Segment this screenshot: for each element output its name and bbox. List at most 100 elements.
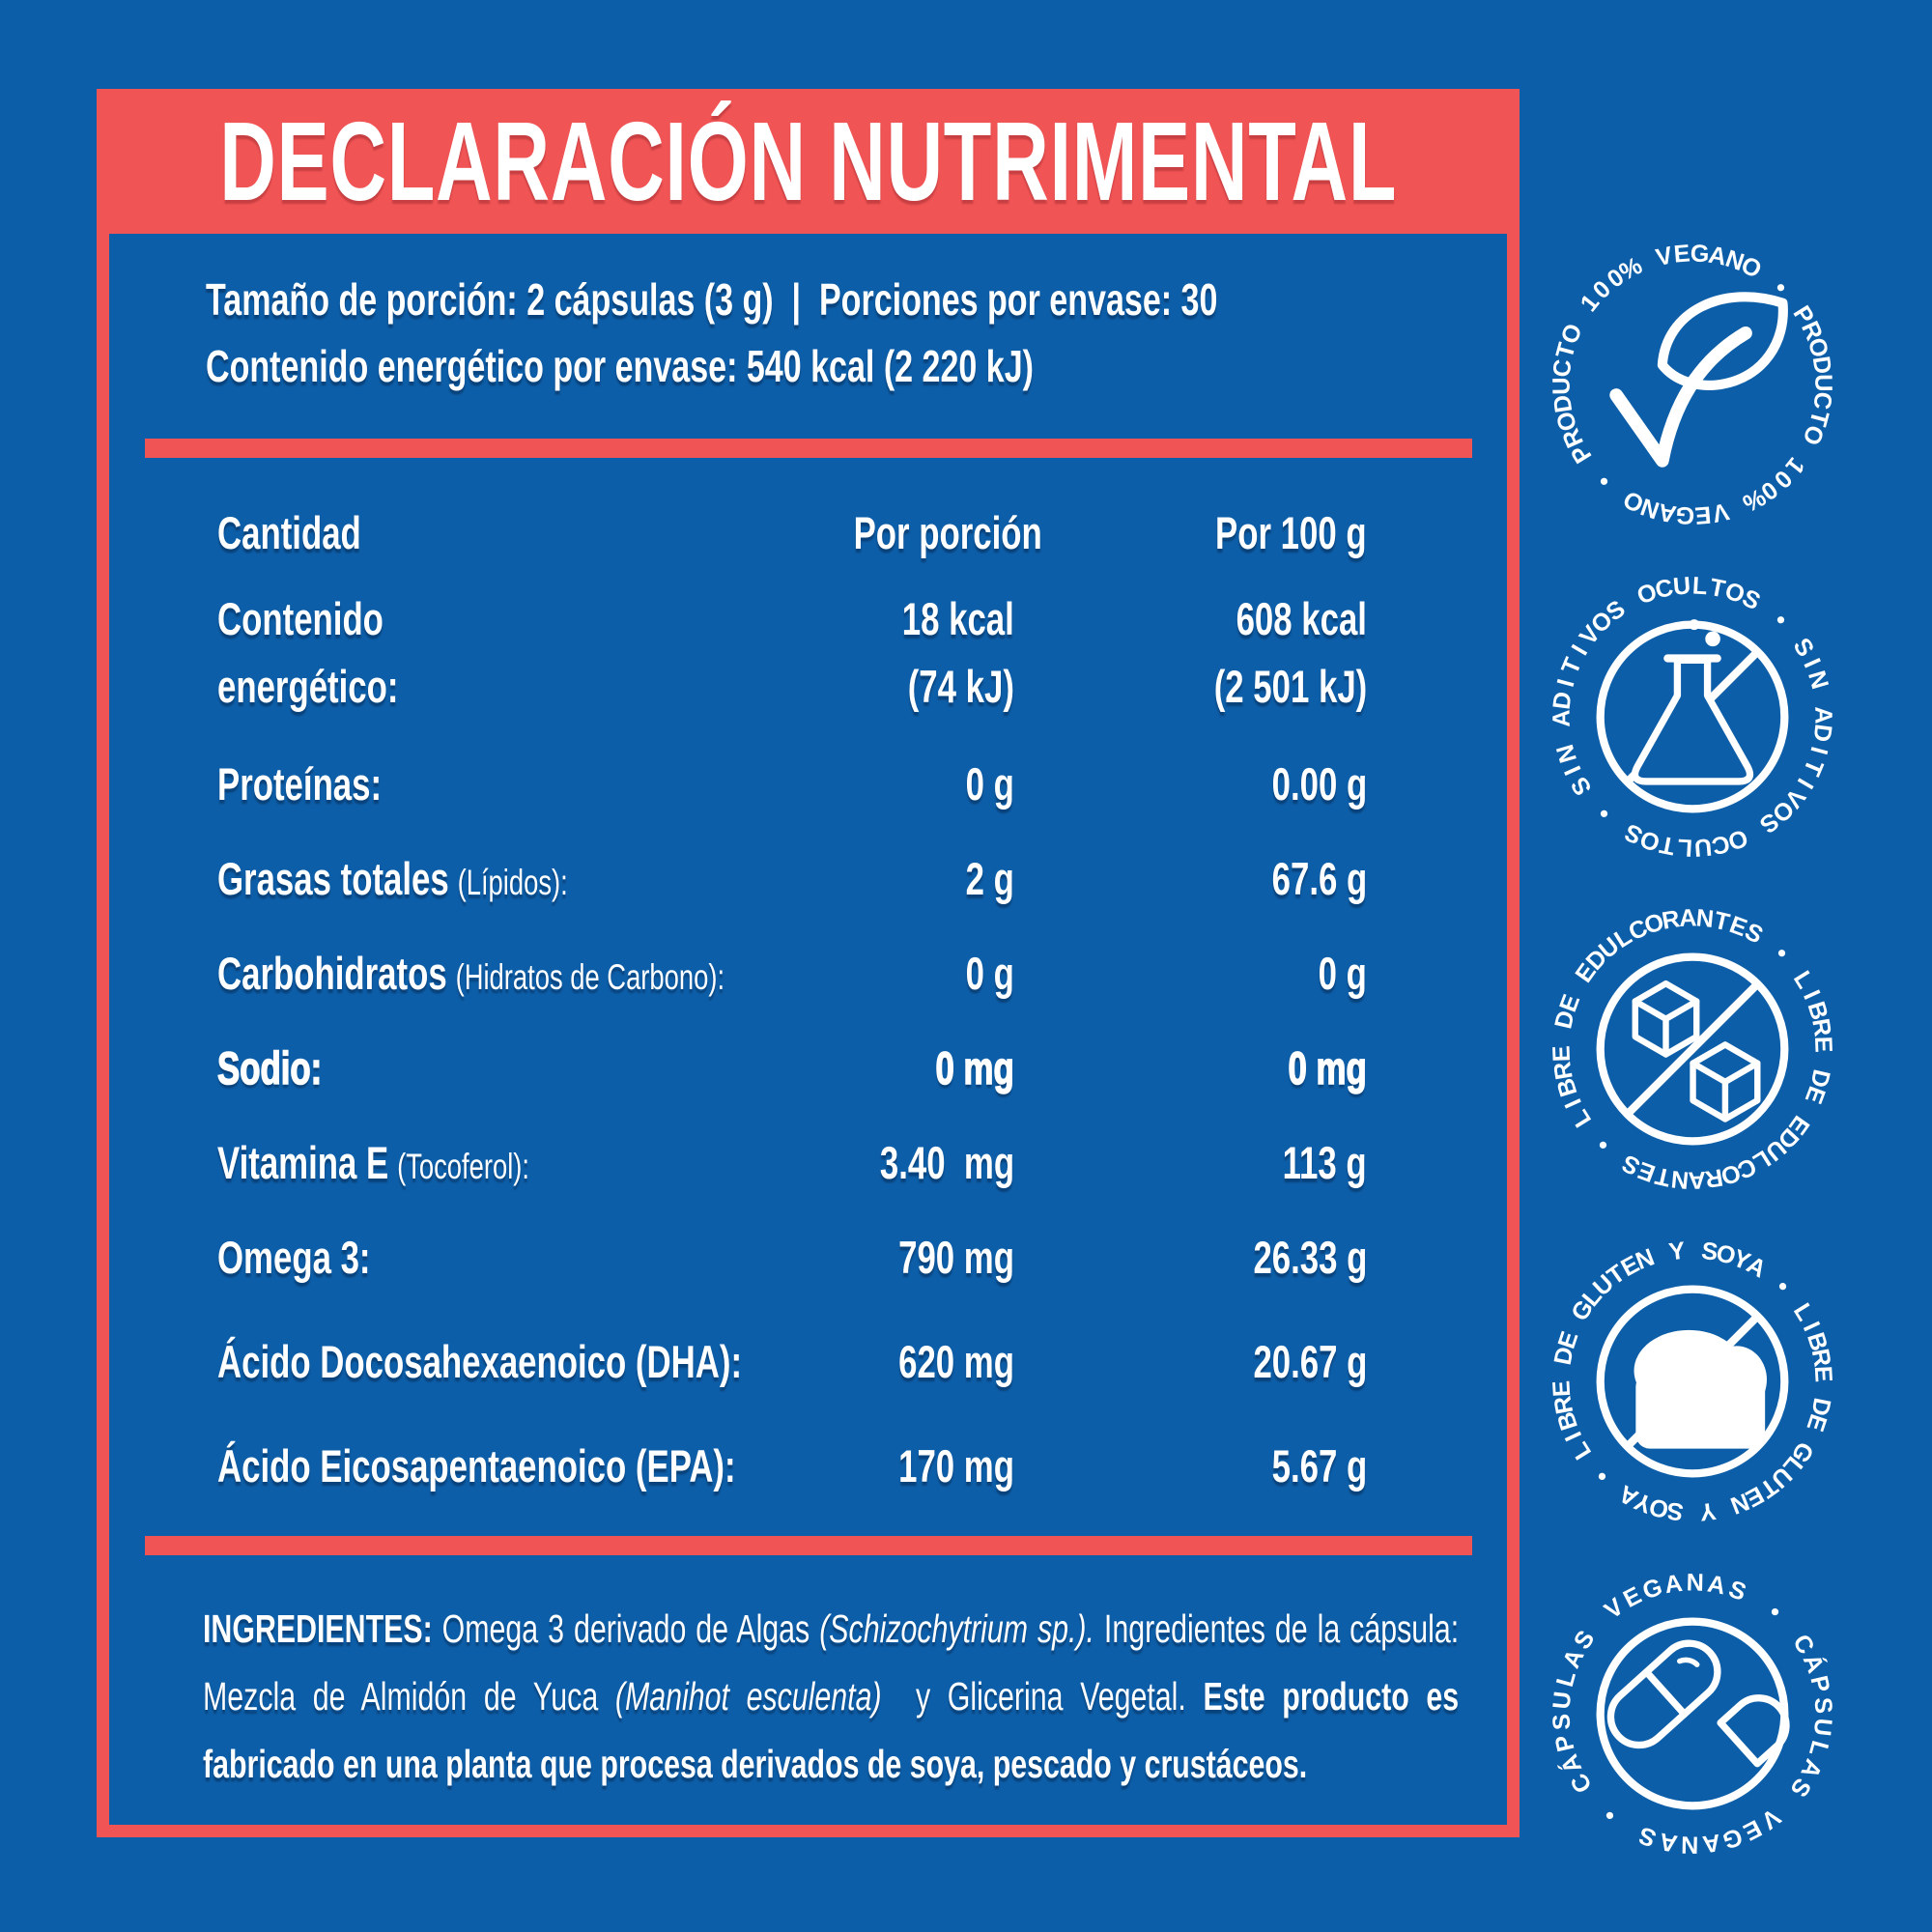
- row-per100-value: 5.67 g: [1271, 1439, 1367, 1492]
- svg-text:T: T: [1798, 755, 1829, 781]
- svg-text:T: T: [1708, 574, 1728, 604]
- title-banner: DECLARACIÓN NUTRIMENTAL: [97, 89, 1520, 234]
- svg-text:A: A: [1662, 1570, 1684, 1599]
- svg-text:S: S: [1725, 1576, 1749, 1606]
- nutrition-table: Cantidad Por porción Por 100 g Contenido…: [216, 495, 1367, 1513]
- divider-bottom: [145, 1536, 1472, 1555]
- svg-text:L: L: [1551, 1668, 1581, 1690]
- svg-text:A: A: [1688, 1166, 1706, 1194]
- svg-text:C: C: [1709, 830, 1732, 860]
- energy-label-line1: Contenido: [217, 593, 384, 644]
- ingredients-text: y Glicerina Vegetal.: [881, 1674, 1204, 1719]
- row-portion-value: 170 mg: [898, 1439, 1014, 1492]
- svg-text:I: I: [1804, 744, 1833, 757]
- svg-text:•: •: [1598, 1803, 1621, 1829]
- row-per100-value: 20.67 g: [1253, 1335, 1367, 1387]
- svg-text:C: C: [1807, 390, 1836, 412]
- svg-text:D: D: [1807, 355, 1836, 376]
- energy-per100-kcal: 608 kcal: [1236, 593, 1367, 644]
- ingredients-text: Omega 3 derivado de Algas: [441, 1606, 820, 1651]
- row-label-note: [322, 1052, 330, 1092]
- svg-text:A: A: [1809, 706, 1836, 724]
- table-row-vitamin-e: Vitamina E (Tocoferol): 3.40 mg 113 g: [217, 1115, 1367, 1209]
- svg-text:P: P: [1804, 1673, 1834, 1695]
- svg-text:S: S: [1700, 1237, 1719, 1266]
- svg-text:U: U: [1548, 1690, 1577, 1711]
- svg-text:E: E: [1548, 1045, 1576, 1063]
- svg-text:D: D: [1548, 690, 1577, 711]
- table-row-dha: Ácido Docosahexaenoico (DHA): 620 mg 20.…: [217, 1314, 1367, 1408]
- row-per100-value: 0.00 g: [1271, 757, 1367, 810]
- svg-text:R: R: [1703, 1163, 1725, 1193]
- header-per-100g: Por 100 g: [1215, 506, 1367, 558]
- divider-top: [145, 439, 1472, 458]
- row-per100-value: 67.6 g: [1271, 852, 1367, 904]
- serving-info: Tamaño de porción: 2 cápsulas (3 g) | Po…: [206, 267, 1468, 400]
- svg-text:E: E: [1809, 1036, 1837, 1053]
- svg-text:N: N: [1686, 1569, 1704, 1596]
- row-portion-value: 620 mg: [898, 1335, 1014, 1387]
- svg-text:G: G: [1690, 240, 1710, 268]
- svg-text:S: S: [1788, 634, 1820, 662]
- svg-text:E: E: [1693, 500, 1712, 528]
- energy-per-container-line: Contenido energético por envase: 540 kca…: [206, 341, 1035, 391]
- table-row-protein: Proteínas: 0 g 0.00 g: [217, 736, 1367, 831]
- svg-text:S: S: [1809, 1696, 1837, 1715]
- svg-text:A: A: [1657, 1828, 1679, 1858]
- svg-text:R: R: [1660, 905, 1682, 935]
- svg-text:A: A: [1701, 1829, 1722, 1858]
- table-row-total-fat: Grasas totales (Lípidos): 2 g 67.6 g: [217, 831, 1367, 925]
- svg-text:Y: Y: [1698, 1497, 1718, 1526]
- row-per100-value: 0 mg: [1288, 1041, 1367, 1094]
- crossed-flask-icon: [1631, 619, 1754, 785]
- svg-text:L: L: [1691, 572, 1708, 600]
- svg-text:T: T: [1556, 653, 1587, 678]
- svg-text:U: U: [1808, 1717, 1837, 1737]
- svg-text:A: A: [1706, 242, 1728, 271]
- badge-inner-ring: [1596, 952, 1789, 1146]
- svg-text:V: V: [1710, 497, 1732, 527]
- svg-text:S: S: [1635, 1821, 1660, 1852]
- nutrition-panel: DECLARACIÓN NUTRIMENTAL Tamaño de porció…: [97, 89, 1520, 1837]
- row-portion-value: 3.40 mg: [879, 1136, 1014, 1188]
- ingredients-paragraph: INGREDIENTES: Omega 3 derivado de Algas …: [203, 1595, 1459, 1798]
- svg-text:U: U: [1809, 374, 1836, 392]
- svg-text:P: P: [1550, 1732, 1580, 1754]
- energy-per100-kj: (2 501 kJ): [1213, 661, 1367, 712]
- svg-text:D: D: [1807, 723, 1836, 744]
- row-portion-value: 0 g: [965, 757, 1014, 810]
- svg-text:G: G: [1719, 1823, 1746, 1855]
- row-label: Sodio:: [216, 1041, 323, 1094]
- energy-label-line2: energético:: [217, 661, 399, 712]
- page-title: DECLARACIÓN NUTRIMENTAL: [219, 99, 1397, 224]
- row-portion-value: 790 mg: [898, 1231, 1014, 1283]
- prohibition-slash: [1626, 982, 1759, 1116]
- header-quantity: Cantidad: [217, 506, 361, 558]
- row-label-note: [370, 1241, 379, 1281]
- energy-portion-kcal: 18 kcal: [901, 593, 1014, 644]
- svg-text:D: D: [1549, 1345, 1579, 1367]
- svg-text:•: •: [1591, 1132, 1616, 1157]
- crossed-sugar-cubes-icon: [1632, 980, 1761, 1122]
- row-portion-value: 2 g: [965, 852, 1014, 904]
- badge-inner-ring: [1596, 1285, 1789, 1478]
- svg-text:E: E: [1548, 1379, 1576, 1397]
- table-row-omega3: Omega 3: 790 mg 26.33 g: [217, 1209, 1367, 1304]
- row-label-note: (Lípidos):: [457, 862, 568, 902]
- svg-text:U: U: [1672, 572, 1691, 600]
- svg-text:V: V: [1654, 242, 1676, 271]
- svg-text:G: G: [1675, 501, 1695, 529]
- svg-text:R: R: [1548, 1060, 1578, 1082]
- svg-text:S: S: [1665, 1496, 1685, 1525]
- svg-text:N: N: [1670, 1165, 1690, 1194]
- row-portion-value: 0 g: [965, 947, 1014, 999]
- crossed-bread-icon: [1634, 1329, 1767, 1449]
- row-label: Carbohidratos: [217, 947, 447, 999]
- ingredients-text: Ingredientes de la cápsula: Mezcla de Al…: [203, 1606, 1460, 1719]
- svg-text:G: G: [1639, 1574, 1665, 1605]
